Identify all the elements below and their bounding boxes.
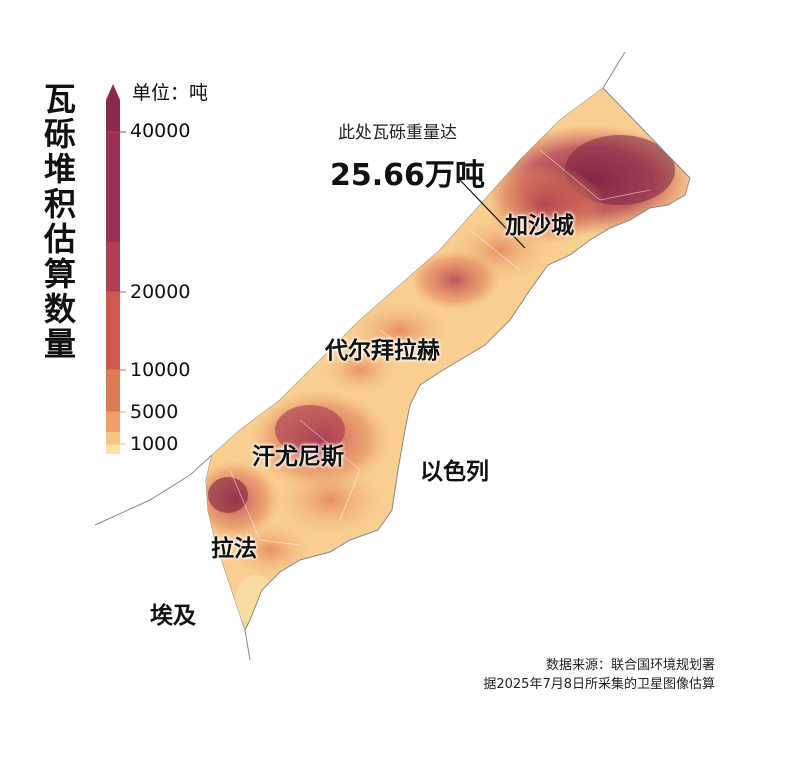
source-line-1: 数据来源：联合国环境规划署 — [545, 658, 715, 673]
annotation-caption: 此处瓦砾重量达 — [338, 123, 457, 143]
label-deir-al-balah: 代尔拜拉赫 — [325, 338, 440, 364]
legend-tick: 5000 — [130, 401, 179, 423]
legend-tick: 20000 — [130, 281, 191, 303]
legend-title-char: 数 — [43, 290, 76, 328]
label-khan-younis: 汗尤尼斯 — [252, 444, 344, 470]
roads — [229, 149, 651, 546]
legend-title-char: 量 — [43, 325, 76, 363]
legend-title-char: 砾 — [43, 115, 76, 153]
legend-title-char: 堆 — [43, 150, 76, 188]
source-line-2: 据2025年7月8日所采集的卫星图像估算 — [483, 677, 715, 692]
legend-title: 瓦 砾 堆 积 估 算 数 量 — [40, 82, 80, 362]
annotation-leader — [459, 179, 526, 249]
legend-title-char: 瓦 — [43, 80, 76, 118]
legend-colorbar — [106, 84, 126, 454]
legend-tick: 40000 — [130, 120, 191, 142]
label-rafah: 拉法 — [211, 536, 257, 562]
label-israel: 以色列 — [420, 459, 489, 485]
legend-arrow — [106, 84, 120, 100]
legend-tick: 1000 — [130, 433, 179, 455]
legend-title-char: 积 — [43, 185, 76, 223]
legend-tick: 10000 — [130, 359, 191, 381]
legend-title-char: 算 — [43, 255, 76, 293]
annotation-value: 25.66万吨 — [330, 158, 485, 193]
label-egypt: 埃及 — [150, 603, 196, 629]
label-gaza-city: 加沙城 — [505, 213, 574, 239]
legend-title-char: 估 — [43, 220, 76, 258]
legend-unit: 单位：吨 — [132, 82, 209, 104]
